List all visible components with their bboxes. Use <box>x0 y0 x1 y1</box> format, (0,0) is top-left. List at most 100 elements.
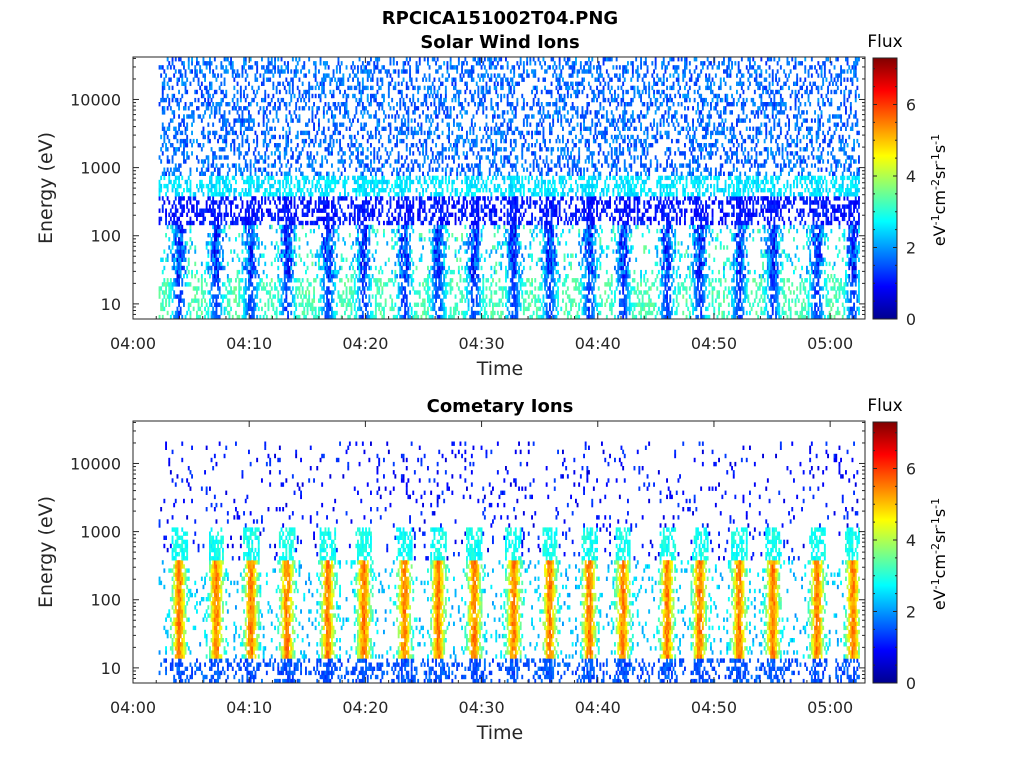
spectrogram-cell <box>418 196 421 201</box>
spectrogram-cell <box>290 274 293 279</box>
spectrogram-cell <box>179 294 182 299</box>
spectrogram-cell <box>365 269 367 275</box>
spectrogram-cell <box>210 192 213 197</box>
spectrogram-cell <box>366 163 369 168</box>
spectrogram-cell <box>423 204 426 209</box>
spectrogram-cell <box>399 249 402 254</box>
spectrogram-cell <box>438 245 441 250</box>
spectrogram-cell <box>480 171 483 176</box>
spectrogram-cell <box>230 249 232 254</box>
spectrogram-cell <box>243 310 245 316</box>
spectrogram-cell <box>475 196 478 201</box>
spectrogram-cell <box>374 97 377 103</box>
spectrogram-cell <box>287 208 289 213</box>
spectrogram-cell <box>225 118 228 123</box>
spectrogram-cell <box>475 200 478 205</box>
spectrogram-cell <box>342 220 345 226</box>
spectrogram-cell <box>290 147 293 152</box>
spectrogram-cell <box>161 65 164 70</box>
spectrogram-cell <box>431 81 434 86</box>
spectrogram-cell <box>213 192 216 197</box>
spectrogram-cell <box>405 269 408 275</box>
spectrogram-cell <box>438 237 441 242</box>
spectrogram-cell <box>360 204 363 209</box>
spectrogram-cell <box>249 183 252 189</box>
spectrogram-cell <box>440 192 442 197</box>
spectrogram-cell <box>342 212 345 217</box>
spectrogram-cell <box>254 200 257 205</box>
spectrogram-cell <box>376 155 379 160</box>
spectrogram-cell <box>241 204 244 209</box>
spectrogram-cell <box>412 220 415 226</box>
spectrogram-cell <box>204 298 206 303</box>
spectrogram-cell <box>326 290 328 295</box>
spectrogram-cell <box>405 126 408 131</box>
spectrogram-cell <box>212 282 215 287</box>
spectrogram-cell <box>223 306 226 312</box>
spectrogram-cell <box>254 294 257 299</box>
spectrogram-cell <box>295 233 298 238</box>
spectrogram-cell <box>477 167 480 172</box>
spectrogram-cell <box>228 192 231 197</box>
spectrogram-cell <box>415 65 418 70</box>
spectrogram-cell <box>251 233 254 238</box>
spectrogram-cell <box>174 224 177 230</box>
spectrogram-cell <box>236 220 239 226</box>
spectrogram-cell <box>339 147 341 152</box>
spectrogram-cell <box>438 192 441 197</box>
spectrogram-cell <box>436 89 439 95</box>
spectrogram-cell <box>479 294 481 299</box>
spectrogram-cell <box>248 216 250 222</box>
spectrogram-cell <box>313 290 315 295</box>
spectrogram-cell <box>165 143 167 148</box>
spectrogram-cell <box>293 69 296 74</box>
spectrogram-cell <box>400 257 403 262</box>
spectrogram-cell <box>423 310 426 316</box>
spectrogram-cell <box>479 278 481 283</box>
spectrogram-cell <box>300 97 302 103</box>
spectrogram-cell <box>477 212 480 217</box>
spectrogram-cell <box>402 245 405 250</box>
spectrogram-cell <box>283 286 286 291</box>
spectrogram-cell <box>361 147 364 152</box>
spectrogram-cell <box>230 208 232 213</box>
spectrogram-cell <box>218 212 221 217</box>
spectrogram-cell <box>205 302 208 307</box>
spectrogram-cell <box>186 122 189 127</box>
spectrogram-cell <box>270 224 273 230</box>
spectrogram-cell <box>415 69 418 74</box>
spectrogram-cell <box>357 208 359 213</box>
spectrogram-cell <box>181 175 184 181</box>
spectrogram-cell <box>433 265 436 271</box>
spectrogram-cell <box>226 188 229 193</box>
spectrogram-cell <box>400 286 403 291</box>
spectrogram-cell <box>314 134 317 140</box>
spectrogram-cell <box>174 212 177 217</box>
spectrogram-cell <box>357 204 359 209</box>
spectrogram-cell <box>347 114 350 119</box>
spectrogram-cell <box>348 298 351 303</box>
spectrogram-cell <box>218 183 221 189</box>
spectrogram-cell <box>217 302 219 307</box>
spectrogram-cell <box>176 183 179 189</box>
spectrogram-cell <box>321 163 324 168</box>
spectrogram-cell <box>352 61 354 66</box>
spectrogram-cell <box>477 274 480 279</box>
spectrogram-cell <box>412 167 415 172</box>
spectrogram-cell <box>322 298 325 303</box>
spectrogram-cell <box>360 220 363 226</box>
spectrogram-cell <box>430 220 433 226</box>
spectrogram-cell <box>389 81 392 86</box>
spectrogram-cell <box>311 118 314 123</box>
spectrogram-cell <box>357 257 359 262</box>
spectrogram-cell <box>407 241 410 246</box>
spectrogram-cell <box>308 118 311 123</box>
spectrogram-cell <box>163 85 166 91</box>
spectrogram-cell <box>454 220 457 226</box>
spectrogram-cell <box>267 212 270 217</box>
spectrogram-cell <box>243 155 245 160</box>
spectrogram-cell <box>436 233 439 238</box>
spectrogram-cell <box>176 233 179 238</box>
spectrogram-cell <box>441 106 444 111</box>
spectrogram-cell <box>252 253 255 258</box>
